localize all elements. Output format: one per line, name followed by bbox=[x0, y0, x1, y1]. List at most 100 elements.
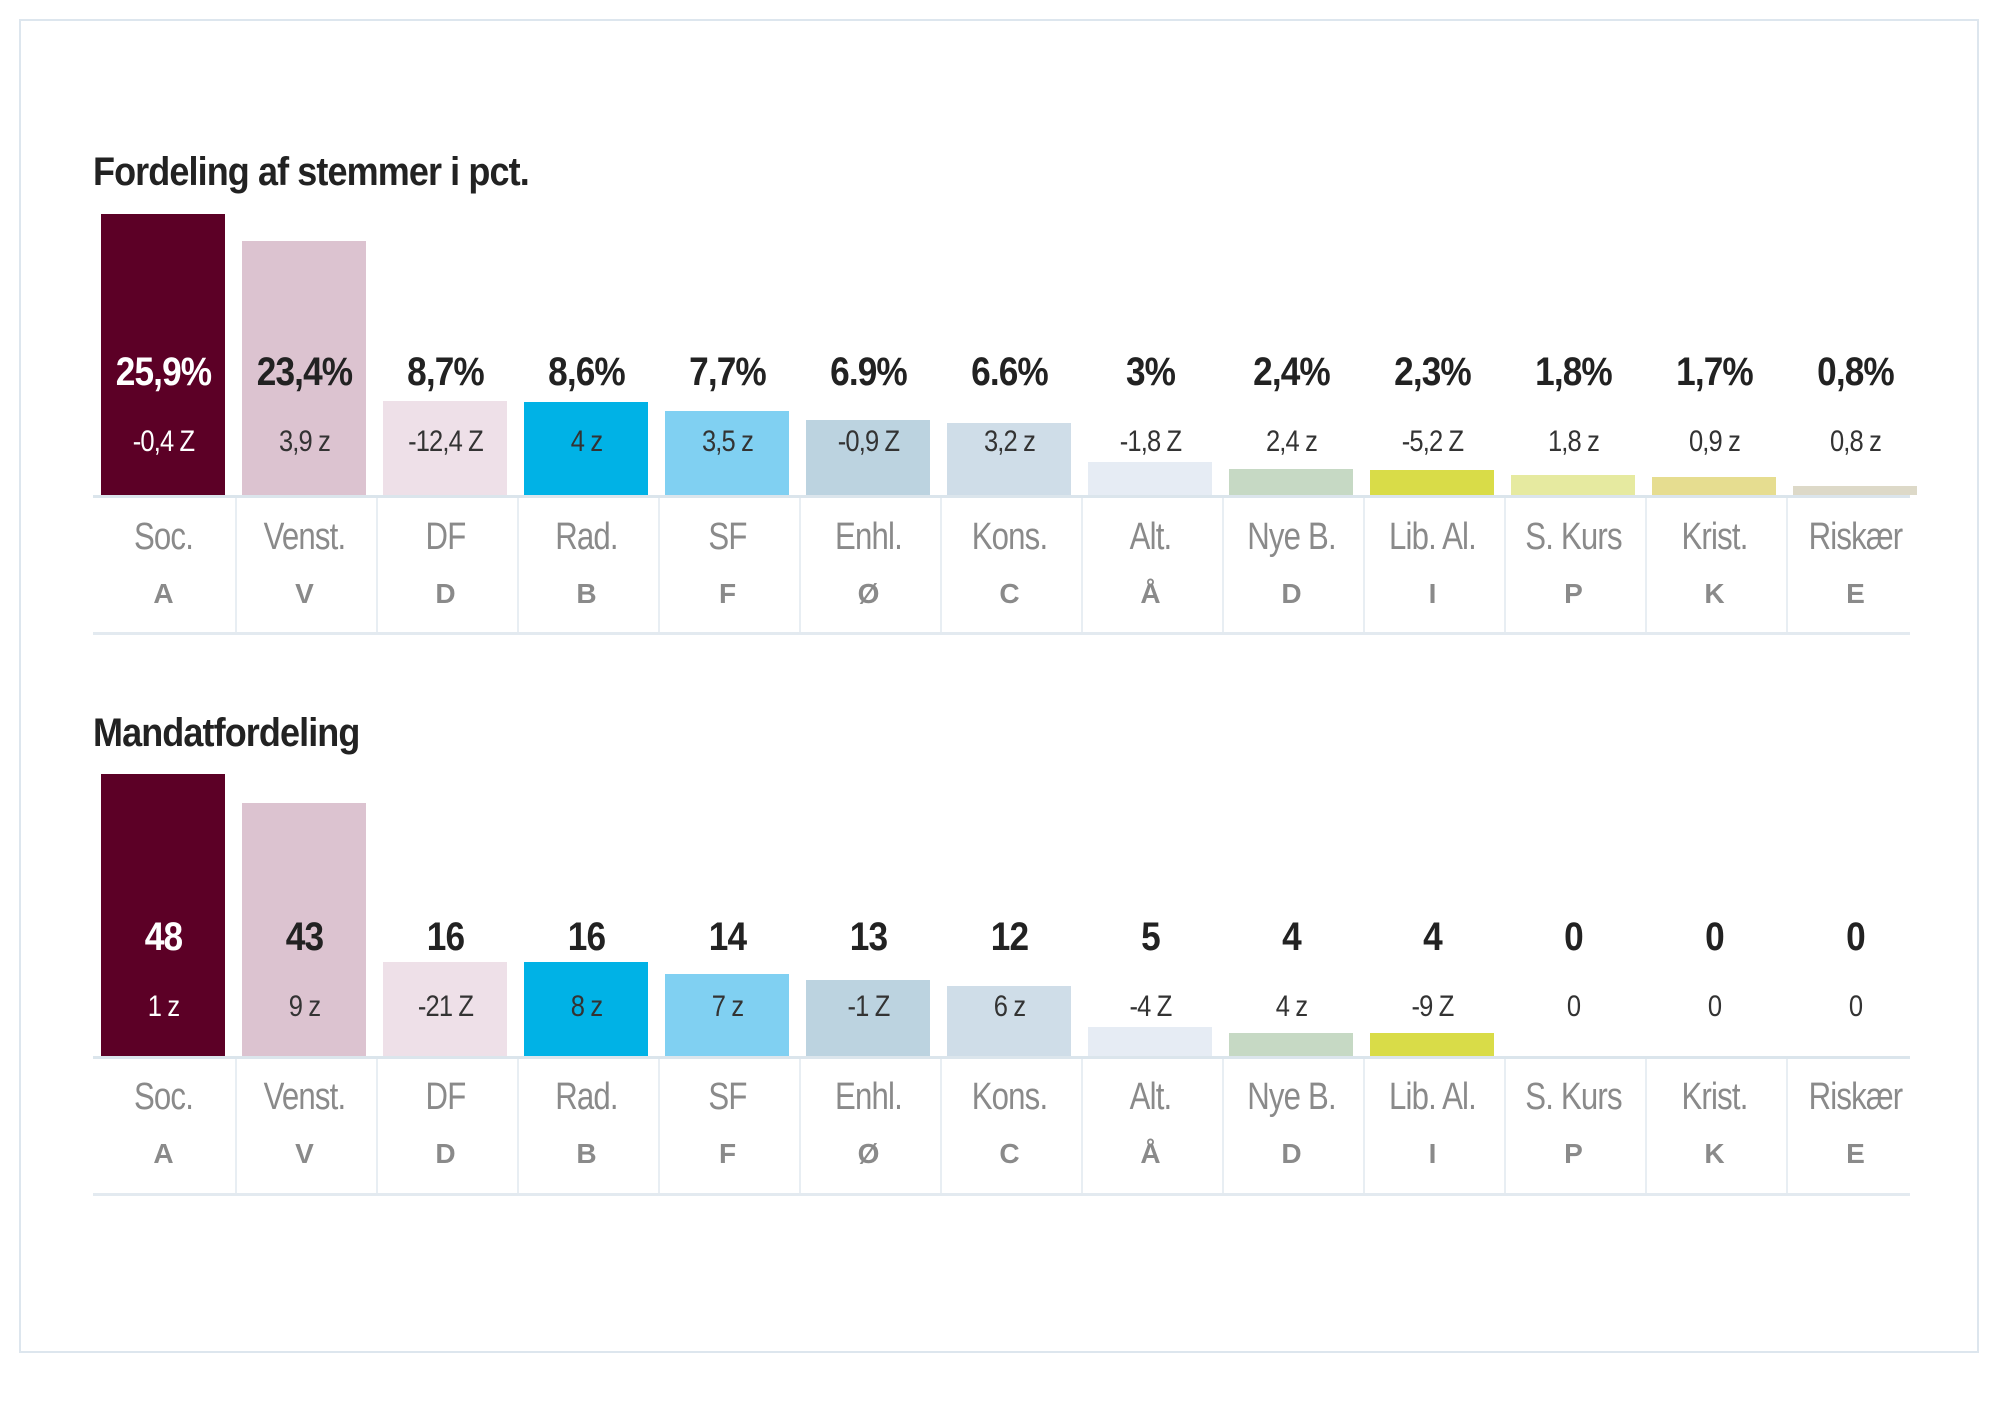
bar bbox=[1229, 1032, 1353, 1056]
party-letter: B bbox=[576, 1138, 597, 1169]
party-name: Krist. bbox=[1681, 516, 1748, 558]
value-label: 16 bbox=[567, 915, 606, 959]
value-label: 7,7% bbox=[689, 350, 767, 394]
value-label: 0 bbox=[1564, 915, 1584, 959]
bar bbox=[1793, 486, 1917, 495]
party-name: DF bbox=[425, 1076, 467, 1118]
party-name: Krist. bbox=[1681, 1076, 1748, 1118]
party-name: Nye B. bbox=[1247, 1076, 1336, 1118]
column-separator bbox=[799, 495, 801, 632]
bottom-rule bbox=[93, 1193, 1910, 1196]
party-name: Lib. Al. bbox=[1389, 516, 1477, 558]
column-separator bbox=[1363, 1056, 1365, 1193]
party-letter: D bbox=[1281, 1138, 1302, 1169]
party-letter: E bbox=[1846, 1138, 1865, 1169]
party-letter: K bbox=[1704, 578, 1725, 609]
change-label: -0,9 Z bbox=[837, 425, 900, 458]
column-separator bbox=[1786, 495, 1788, 632]
party-name: Alt. bbox=[1129, 516, 1173, 558]
party-letter: D bbox=[1281, 578, 1302, 609]
change-label: 7 z bbox=[711, 990, 744, 1023]
party-letter: B bbox=[576, 578, 597, 609]
party-name: Kons. bbox=[971, 1076, 1048, 1118]
change-label: 6 z bbox=[993, 990, 1026, 1023]
bar bbox=[665, 411, 789, 495]
party-letter: C bbox=[999, 1138, 1020, 1169]
change-label: 9 z bbox=[288, 990, 321, 1023]
change-label: -5,2 Z bbox=[1401, 425, 1464, 458]
party-name: Nye B. bbox=[1247, 516, 1336, 558]
column-separator bbox=[376, 495, 378, 632]
value-label: 1,7% bbox=[1676, 350, 1754, 394]
change-label: 1 z bbox=[147, 990, 180, 1023]
value-label: 13 bbox=[849, 915, 888, 959]
party-letter: I bbox=[1428, 578, 1437, 609]
column-separator bbox=[235, 1056, 237, 1193]
party-name: Riskær bbox=[1808, 516, 1904, 558]
change-label: 4 z bbox=[570, 425, 603, 458]
chart-frame bbox=[19, 19, 1979, 1353]
party-name: Alt. bbox=[1129, 1076, 1173, 1118]
value-label: 23,4% bbox=[256, 350, 353, 394]
party-name: Lib. Al. bbox=[1389, 1076, 1477, 1118]
bar bbox=[1088, 1026, 1212, 1056]
value-label: 48 bbox=[144, 915, 183, 959]
column-separator bbox=[940, 1056, 942, 1193]
bar bbox=[1370, 1032, 1494, 1056]
bar bbox=[242, 803, 366, 1056]
bar bbox=[101, 774, 225, 1056]
value-label: 1,8% bbox=[1535, 350, 1613, 394]
change-label: 0,9 z bbox=[1688, 425, 1741, 458]
value-label: 6.6% bbox=[971, 350, 1049, 394]
vote-share-title: Fordeling af stemmer i pct. bbox=[93, 150, 530, 194]
column-separator bbox=[1786, 1056, 1788, 1193]
party-name: Soc. bbox=[133, 1076, 194, 1118]
party-letter: I bbox=[1428, 1138, 1437, 1169]
bar bbox=[101, 214, 225, 495]
party-letter: C bbox=[999, 578, 1020, 609]
column-separator bbox=[1363, 495, 1365, 632]
column-separator bbox=[1222, 495, 1224, 632]
change-label: 3,5 z bbox=[701, 425, 754, 458]
party-name: SF bbox=[708, 516, 747, 558]
bar bbox=[947, 423, 1071, 495]
party-name: Enhl. bbox=[835, 1076, 903, 1118]
change-label: 3,2 z bbox=[983, 425, 1036, 458]
column-separator bbox=[235, 495, 237, 632]
column-separator bbox=[658, 495, 660, 632]
party-letter: F bbox=[718, 1138, 737, 1169]
column-separator bbox=[1081, 1056, 1083, 1193]
value-label: 14 bbox=[708, 915, 747, 959]
bar bbox=[1088, 462, 1212, 495]
bar bbox=[1652, 476, 1776, 495]
party-letter: D bbox=[435, 578, 456, 609]
party-name: SF bbox=[708, 1076, 747, 1118]
bar bbox=[806, 420, 930, 495]
value-label: 3% bbox=[1125, 350, 1176, 394]
party-letter: P bbox=[1564, 1138, 1583, 1169]
value-label: 0,8% bbox=[1817, 350, 1895, 394]
column-separator bbox=[376, 1056, 378, 1193]
bar bbox=[242, 241, 366, 495]
value-label: 6.9% bbox=[830, 350, 908, 394]
party-name: Rad. bbox=[555, 1076, 618, 1118]
party-letter: Å bbox=[1140, 578, 1161, 609]
baseline bbox=[93, 495, 1910, 498]
change-label: 1,8 z bbox=[1547, 425, 1600, 458]
column-separator bbox=[1504, 495, 1506, 632]
seat-distribution-title: Mandatfordeling bbox=[93, 711, 360, 755]
party-name: Enhl. bbox=[835, 516, 903, 558]
change-label: 2,4 z bbox=[1265, 425, 1318, 458]
bar bbox=[947, 985, 1071, 1056]
bar bbox=[1229, 468, 1353, 495]
party-letter: Ø bbox=[857, 578, 880, 609]
bar bbox=[665, 973, 789, 1056]
change-label: 0 bbox=[1848, 990, 1863, 1023]
value-label: 16 bbox=[426, 915, 465, 959]
party-name: Riskær bbox=[1808, 1076, 1904, 1118]
party-letter: F bbox=[718, 578, 737, 609]
party-letter: E bbox=[1846, 578, 1865, 609]
bottom-rule bbox=[93, 632, 1910, 635]
bar bbox=[383, 962, 507, 1056]
value-label: 8,6% bbox=[548, 350, 626, 394]
